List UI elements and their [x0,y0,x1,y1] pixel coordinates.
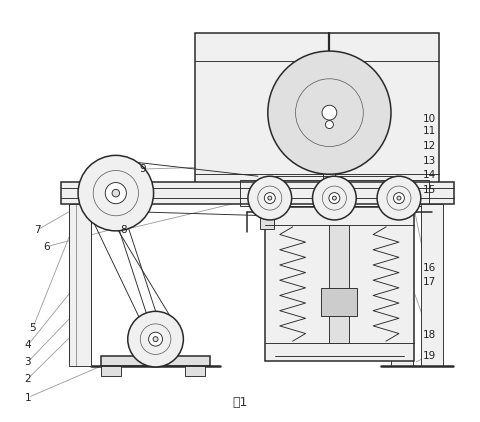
Text: 8: 8 [120,225,126,235]
Text: 图1: 图1 [232,396,247,409]
Bar [185,366,205,376]
Bar [420,204,442,366]
Text: 17: 17 [422,277,435,287]
Circle shape [312,176,356,220]
Circle shape [264,192,275,203]
Circle shape [328,192,339,203]
Circle shape [376,176,420,220]
Bar [240,180,428,206]
Bar [390,204,412,366]
Circle shape [128,311,183,367]
Text: 6: 6 [44,242,50,252]
Circle shape [267,51,390,174]
Text: 19: 19 [422,351,435,361]
Text: 11: 11 [422,126,435,136]
Circle shape [393,192,404,203]
Circle shape [153,337,158,342]
Circle shape [247,176,291,220]
Bar [264,207,413,361]
Text: 15: 15 [422,185,435,195]
Circle shape [325,121,333,129]
Circle shape [332,196,336,200]
Text: 10: 10 [422,114,435,124]
Circle shape [148,332,162,346]
Text: 5: 5 [29,323,36,333]
Circle shape [396,196,400,200]
Circle shape [105,183,126,204]
Bar [101,356,210,366]
Text: 16: 16 [422,262,435,273]
Text: 4: 4 [24,340,31,350]
Bar [69,204,91,366]
Text: 7: 7 [34,225,41,235]
Bar [323,57,335,67]
Bar [329,225,348,343]
Circle shape [267,196,271,200]
Text: 12: 12 [422,141,435,151]
Circle shape [78,155,153,231]
Text: 1: 1 [24,392,31,403]
Circle shape [112,189,120,197]
Text: 9: 9 [139,164,145,174]
Bar [101,366,120,376]
Bar [61,182,453,204]
Bar [323,168,335,178]
Text: 2: 2 [24,374,31,384]
Bar [321,289,357,316]
Bar [69,204,91,361]
Text: 14: 14 [422,170,435,180]
Bar [322,91,336,135]
Circle shape [321,105,336,120]
Text: 13: 13 [422,156,435,166]
Text: 3: 3 [24,357,31,367]
Bar [259,207,273,229]
Bar [195,33,438,202]
Text: 18: 18 [422,330,435,340]
